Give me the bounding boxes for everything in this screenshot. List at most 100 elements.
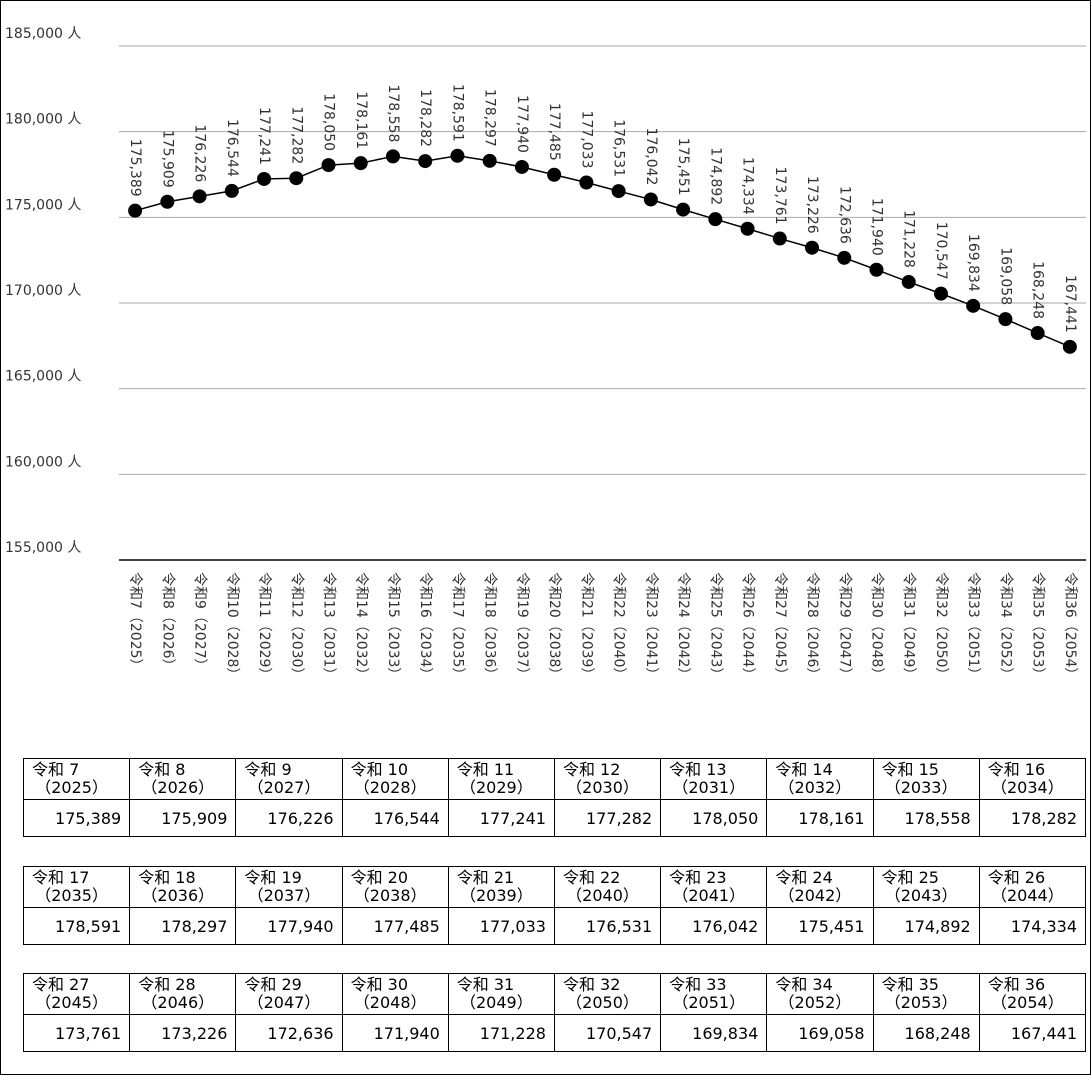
value-cell: 171,940: [341, 1014, 449, 1052]
header-era: 令和 25: [881, 868, 939, 887]
header-year: （2053）: [884, 993, 958, 1012]
header-cell: 令和 21 （2039）: [447, 866, 555, 908]
value-cell: 173,226: [129, 1014, 237, 1052]
x-tick-label: 令和25（2043）: [707, 572, 723, 681]
y-tick-label: 180,000 人: [5, 112, 81, 128]
header-cell: 令和 18 （2036）: [129, 866, 237, 908]
data-label: 175,389: [127, 139, 143, 197]
x-tick-label: 令和31（2049）: [901, 572, 917, 681]
value-cell: 175,451: [766, 907, 874, 945]
header-era: 令和 14: [775, 760, 833, 779]
data-label: 178,558: [385, 84, 401, 142]
header-year: （2047）: [247, 993, 321, 1012]
header-era: 令和 36: [987, 975, 1046, 994]
header-year: （2037）: [247, 886, 321, 905]
x-tick-label: 令和35（2053）: [1030, 572, 1046, 681]
x-tick-label: 令和36（2054）: [1062, 572, 1078, 681]
header-cell: 令和 26 （2044）: [978, 866, 1087, 908]
data-point: [160, 194, 175, 209]
header-cell: 令和 25 （2043）: [872, 866, 980, 908]
header-era: 令和 17: [32, 868, 90, 887]
header-era: 令和 30: [350, 975, 409, 994]
data-point: [740, 221, 755, 236]
header-cell: 令和 11 （2029）: [447, 758, 555, 800]
data-point: [901, 274, 916, 289]
header-cell: 令和 23 （2041）: [660, 866, 768, 908]
value-cell: 175,909: [129, 799, 237, 837]
header-era: 令和 29: [244, 975, 302, 994]
header-cell: 令和 31 （2049）: [447, 973, 555, 1015]
header-year: （2042）: [778, 886, 852, 905]
y-tick-label: 155,000 人: [5, 540, 81, 556]
header-year: （2050）: [566, 993, 639, 1012]
header-cell: 令和 20 （2038）: [341, 866, 449, 908]
y-tick-label: 165,000 人: [5, 369, 81, 385]
data-label: 172,636: [836, 186, 852, 244]
data-point: [676, 202, 691, 217]
x-tick-label: 令和23（2041）: [643, 572, 659, 681]
header-cell: 令和 12 （2030）: [553, 758, 662, 800]
x-tick-label: 令和24（2042）: [675, 572, 691, 681]
data-label: 176,531: [611, 119, 627, 177]
header-year: （2054）: [990, 993, 1064, 1012]
data-point: [966, 298, 981, 313]
value-cell: 170,547: [553, 1014, 662, 1052]
header-year: （2048）: [353, 993, 427, 1012]
data-point: [353, 156, 368, 171]
data-label: 178,591: [449, 84, 465, 142]
value-cell: 169,058: [766, 1014, 874, 1052]
header-cell: 令和 34 （2052）: [766, 973, 874, 1015]
y-tick-label: 170,000 人: [5, 283, 81, 299]
data-point: [805, 240, 820, 255]
value-cell: 167,441: [978, 1014, 1087, 1052]
x-tick-label: 令和34（2052）: [997, 572, 1013, 681]
data-label: 178,050: [321, 93, 337, 151]
header-era: 令和 31: [456, 975, 515, 994]
header-era: 令和 16: [987, 760, 1046, 779]
value-cell: 174,334: [978, 907, 1087, 945]
header-cell: 令和 24 （2042）: [766, 866, 874, 908]
value-cell: 177,241: [447, 799, 555, 837]
data-point: [579, 175, 594, 190]
data-label: 177,940: [514, 95, 530, 153]
x-tick-label: 令和30（2048）: [868, 572, 884, 681]
x-tick-label: 令和21（2039）: [578, 572, 594, 681]
value-cell: 177,033: [447, 907, 555, 945]
data-point: [418, 154, 433, 169]
value-cell: 169,834: [660, 1014, 768, 1052]
data-point: [385, 149, 400, 164]
header-year: （2038）: [353, 886, 427, 905]
data-label: 167,441: [1062, 275, 1078, 333]
data-label: 170,547: [933, 222, 949, 280]
header-era: 令和 35: [881, 975, 939, 994]
data-label: 178,282: [417, 89, 433, 147]
header-year: （2040）: [566, 886, 639, 905]
data-point: [1030, 326, 1045, 341]
value-cell: 177,485: [341, 907, 449, 945]
header-cell: 令和 30 （2048）: [341, 973, 449, 1015]
y-tick-label: 185,000 人: [5, 26, 81, 42]
data-label: 176,226: [192, 124, 208, 182]
value-cell: 178,591: [22, 907, 131, 945]
header-year: （2041）: [672, 886, 746, 905]
data-label: 171,940: [868, 198, 884, 256]
header-era: 令和 9: [244, 760, 292, 779]
data-point: [1062, 339, 1077, 354]
value-cell: 176,226: [235, 799, 343, 837]
data-label: 174,892: [707, 147, 723, 205]
value-cell: 178,558: [872, 799, 980, 837]
header-era: 令和 7: [32, 760, 80, 779]
header-era: 令和 34: [775, 975, 833, 994]
header-era: 令和 22: [562, 868, 621, 887]
header-cell: 令和 33 （2051）: [660, 973, 768, 1015]
header-year: （2025）: [35, 778, 108, 797]
x-tick-label: 令和20（2038）: [546, 572, 562, 681]
data-label: 177,033: [578, 111, 594, 169]
x-tick-label: 令和28（2046）: [804, 572, 820, 681]
data-label: 176,042: [643, 128, 659, 186]
header-era: 令和 15: [881, 760, 939, 779]
data-label: 169,834: [965, 234, 981, 292]
data-point: [450, 148, 465, 163]
value-cell: 178,297: [129, 907, 237, 945]
x-tick-label: 令和17（2035）: [449, 572, 465, 681]
